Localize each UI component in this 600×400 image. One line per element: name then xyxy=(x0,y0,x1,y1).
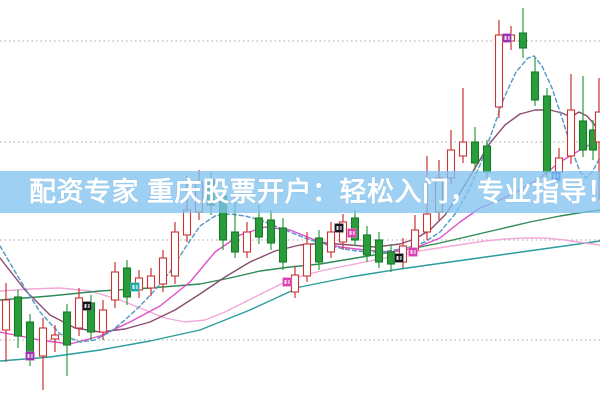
candle-down xyxy=(542,95,552,173)
candle-up xyxy=(146,275,156,289)
candle-up xyxy=(50,334,60,340)
marker-glyph xyxy=(284,280,287,284)
ma-pale-pink xyxy=(0,237,600,323)
marker-glyph xyxy=(84,304,87,308)
candle-up xyxy=(158,257,168,285)
candle-up xyxy=(1,299,11,331)
candle-down xyxy=(254,217,264,238)
marker-glyph xyxy=(413,250,416,254)
candle-down xyxy=(362,234,372,256)
candle-up xyxy=(594,111,600,143)
candle-up xyxy=(410,229,420,251)
marker-glyph xyxy=(507,36,510,40)
ma-maroon xyxy=(0,109,600,333)
signal-marker-purple xyxy=(502,33,512,43)
marker-glyph xyxy=(287,280,290,284)
signal-marker-magenta xyxy=(282,277,292,287)
candle-up xyxy=(98,309,108,333)
marker-glyph xyxy=(410,250,413,254)
marker-glyph xyxy=(504,36,507,40)
candle-down xyxy=(314,237,324,263)
candle-up xyxy=(242,231,252,253)
signal-marker-black xyxy=(394,253,404,263)
marker-glyph xyxy=(339,226,342,230)
signal-marker-cyan xyxy=(130,282,140,292)
marker-glyph xyxy=(135,285,138,289)
candle-down xyxy=(482,145,492,173)
marker-glyph xyxy=(27,354,30,358)
candle-up xyxy=(554,157,564,173)
candle-down xyxy=(25,321,35,353)
candle-down xyxy=(374,239,384,263)
marker-glyph xyxy=(30,354,33,358)
promo-headline: 配资专家 重庆股票开户：轻松入门，专业指导！ xyxy=(29,177,600,207)
candle-up xyxy=(182,209,192,236)
candle-down xyxy=(278,227,288,263)
candle-up xyxy=(110,271,120,301)
marker-glyph xyxy=(399,256,402,260)
signal-marker-magenta xyxy=(408,247,418,257)
candle-down xyxy=(122,267,132,298)
ma-teal-slow xyxy=(0,240,600,362)
candle-up xyxy=(302,243,312,277)
candle-down xyxy=(266,219,276,244)
signal-marker-black xyxy=(82,301,92,311)
candle-up xyxy=(38,327,48,357)
marker-glyph xyxy=(396,256,399,260)
candle-down xyxy=(13,296,23,337)
marker-glyph xyxy=(336,226,339,230)
candle-down xyxy=(518,32,528,49)
candle-up xyxy=(458,141,468,157)
candle-down xyxy=(386,251,396,265)
candle-down xyxy=(230,231,240,253)
candle-up xyxy=(170,231,180,277)
candle-up xyxy=(74,297,84,329)
candle-down xyxy=(62,311,72,346)
marker-glyph xyxy=(352,231,355,235)
signal-marker-black xyxy=(334,223,344,233)
promo-text-band: 配资专家 重庆股票开户：轻松入门，专业指导！ xyxy=(0,171,600,213)
marker-glyph xyxy=(349,231,352,235)
marker-glyph xyxy=(87,304,90,308)
signal-marker-purple xyxy=(25,351,35,361)
candle-down xyxy=(578,120,588,151)
candle-down xyxy=(470,141,480,164)
candle-up xyxy=(494,34,504,108)
candle-up xyxy=(326,231,336,253)
marker-glyph xyxy=(132,285,135,289)
candle-up xyxy=(422,213,432,233)
candle-up xyxy=(566,109,576,157)
candle-up xyxy=(290,274,300,293)
signal-marker-magenta xyxy=(347,228,357,238)
ma-blue-dashed xyxy=(0,55,600,343)
candle-down xyxy=(530,71,540,101)
